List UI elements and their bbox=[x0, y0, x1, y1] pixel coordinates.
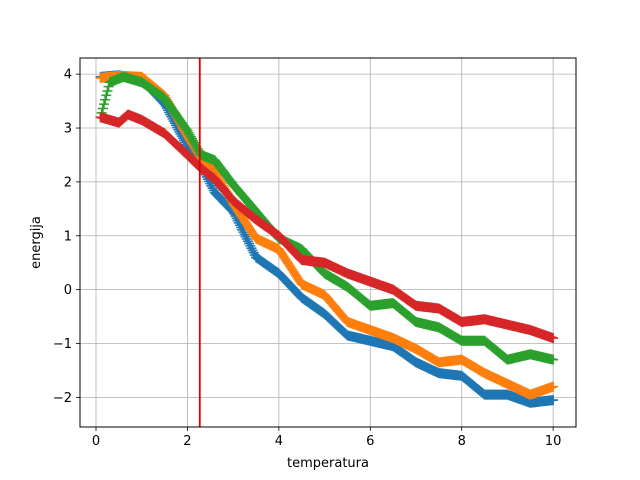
data-point bbox=[97, 103, 108, 114]
data-point bbox=[243, 236, 253, 247]
x-tick-label: 2 bbox=[183, 434, 191, 449]
y-axis-label: energija bbox=[29, 216, 44, 269]
data-point bbox=[244, 238, 255, 249]
y-tick-label: 4 bbox=[64, 68, 72, 83]
y-tick-label: 0 bbox=[64, 283, 72, 298]
data-point bbox=[235, 220, 245, 231]
data-point bbox=[99, 99, 109, 110]
x-tick-label: 6 bbox=[366, 434, 374, 449]
data-point bbox=[102, 85, 113, 96]
x-tick-label: 10 bbox=[545, 434, 562, 449]
data-point bbox=[246, 243, 257, 254]
y-tick-label: 3 bbox=[64, 122, 72, 137]
data-point bbox=[548, 354, 559, 365]
x-tick-label: 0 bbox=[92, 434, 100, 449]
data-point bbox=[206, 180, 217, 191]
series-4 bbox=[95, 109, 559, 344]
y-tick-label: −1 bbox=[53, 337, 72, 352]
x-tick-label: 8 bbox=[458, 434, 466, 449]
data-point bbox=[100, 94, 111, 105]
y-tick-label: 1 bbox=[64, 229, 72, 244]
data-point bbox=[548, 381, 559, 392]
data-point bbox=[103, 81, 114, 92]
y-tick-label: 2 bbox=[64, 175, 72, 190]
data-point bbox=[248, 247, 259, 258]
data-point bbox=[240, 231, 251, 242]
data-point bbox=[548, 333, 559, 344]
series-2 bbox=[95, 70, 559, 400]
data-point bbox=[548, 395, 559, 406]
data-point bbox=[241, 233, 252, 244]
data-point bbox=[101, 90, 112, 101]
data-point bbox=[239, 229, 250, 240]
data-point bbox=[245, 240, 256, 251]
data-point bbox=[247, 245, 258, 256]
x-axis-label: temperatura bbox=[287, 456, 369, 471]
plot-frame bbox=[79, 57, 577, 428]
data-point bbox=[207, 183, 218, 194]
x-tick-label: 4 bbox=[275, 434, 283, 449]
y-tick-label: −2 bbox=[53, 391, 72, 406]
ticks: 0 2 4 6 8 10 −2 −1 0 1 2 3 4 bbox=[53, 68, 562, 449]
